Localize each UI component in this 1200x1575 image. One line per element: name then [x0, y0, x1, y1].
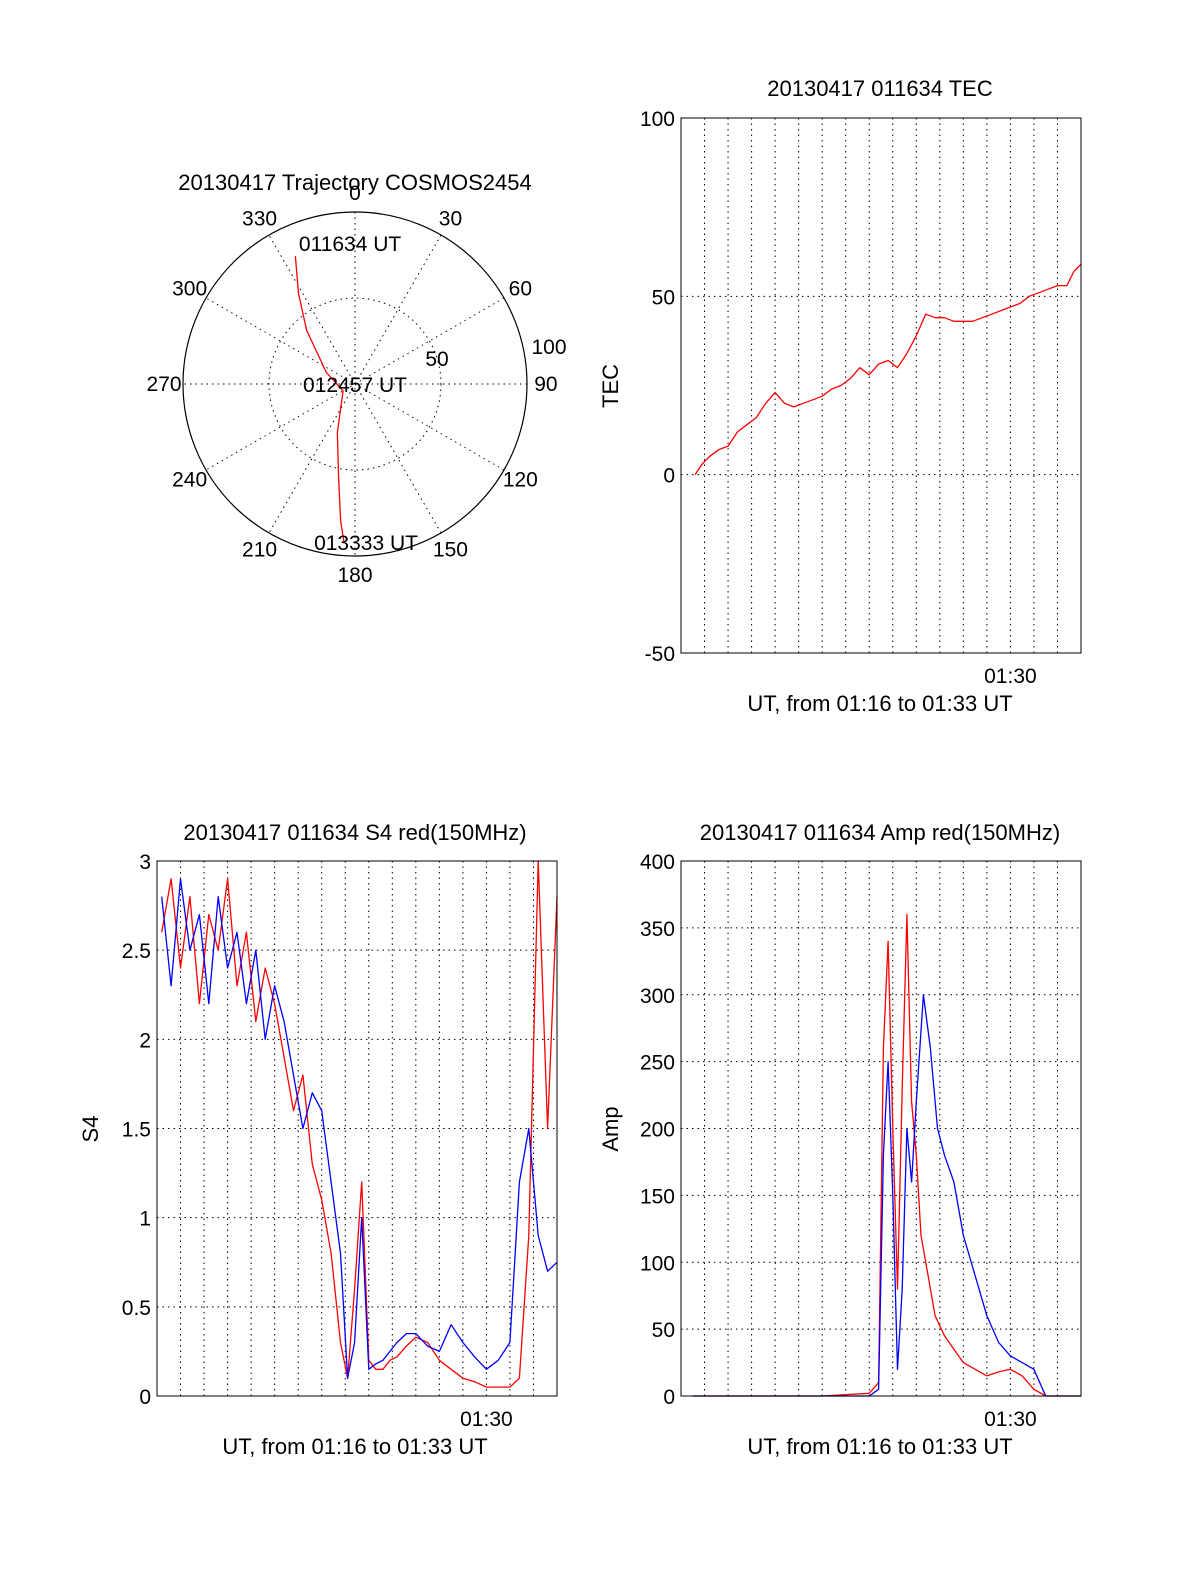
trajectory-line	[294, 256, 345, 542]
polar-angle-label: 30	[439, 208, 462, 231]
trajectory-time-label: 012457 UT	[303, 374, 407, 397]
y-axis-label: S4	[78, 1116, 103, 1143]
x-tick-label: 01:30	[984, 665, 1037, 688]
series-line	[161, 860, 558, 1388]
polar-radial-label: 50	[425, 348, 448, 371]
series-line	[161, 878, 558, 1379]
polar-angle-label: 60	[509, 278, 532, 301]
y-tick-label: 300	[640, 985, 675, 1008]
trajectory-time-label: 013333 UT	[314, 532, 418, 555]
y-tick-label: 100	[640, 108, 675, 131]
polar-angle-label: 150	[433, 538, 468, 561]
y-tick-label: 3	[139, 851, 151, 874]
polar-radial-label: 100	[531, 336, 566, 359]
y-tick-label: 50	[652, 286, 675, 309]
y-tick-label: 1	[139, 1208, 151, 1231]
y-tick-label: 0	[139, 1386, 151, 1409]
polar-angle-label: 240	[172, 468, 207, 491]
y-tick-label: 100	[640, 1252, 675, 1275]
x-axis-label: UT, from 01:16 to 01:33 UT	[747, 691, 1012, 716]
y-tick-label: 400	[640, 851, 675, 874]
y-tick-label: 50	[652, 1319, 675, 1342]
x-tick-label: 01:30	[984, 1408, 1037, 1431]
y-tick-label: 250	[640, 1052, 675, 1075]
x-axis-label: UT, from 01:16 to 01:33 UT	[747, 1434, 1012, 1459]
polar-angle-label: 210	[242, 538, 277, 561]
polar-angle-label: 300	[172, 278, 207, 301]
chart-title: 20130417 011634 Amp red(150MHz)	[700, 820, 1060, 845]
series-line	[692, 994, 1081, 1397]
y-tick-label: 1.5	[122, 1119, 151, 1142]
tec-chart: 20130417 011634 TEC -50 0 50 100 01:30 UT, f…	[598, 76, 1082, 716]
polar-angle-label: 330	[242, 208, 277, 231]
trajectory-time-label: 011634 UT	[299, 233, 402, 256]
chart-title: 20130417 011634 S4 red(150MHz)	[183, 820, 526, 845]
polar-angle-label: 0	[349, 182, 361, 205]
y-tick-label: 150	[640, 1185, 675, 1208]
y-axis-label: TEC	[598, 364, 623, 408]
y-tick-label: -50	[645, 643, 675, 666]
chart-title: 20130417 011634 TEC	[767, 76, 993, 101]
y-tick-label: 0	[663, 465, 675, 488]
polar-angle-label: 270	[147, 373, 182, 396]
s4-chart: 20130417 011634 S4 red(150MHz) 0 0.5 1 1.5 2…	[78, 820, 558, 1459]
y-tick-label: 2.5	[122, 940, 151, 963]
polar-trajectory-chart: 20130417 Trajectory COSMOS2454 0 30 60 90 12…	[147, 170, 567, 587]
y-axis-label: Amp	[598, 1106, 623, 1151]
y-tick-label: 200	[640, 1119, 675, 1142]
polar-grid-ring	[268, 297, 442, 471]
y-tick-label: 0	[663, 1386, 675, 1409]
y-tick-label: 2	[139, 1029, 151, 1052]
y-tick-label: 350	[640, 918, 675, 941]
x-tick-label: 01:30	[460, 1408, 513, 1431]
polar-angle-label: 90	[534, 373, 557, 396]
amp-chart: 20130417 011634 Amp red(150MHz) 0 50 100 15…	[598, 820, 1082, 1459]
polar-angle-label: 120	[503, 468, 538, 491]
series-line	[692, 913, 1081, 1397]
chart-title: 20130417 Trajectory COSMOS2454	[178, 170, 531, 195]
series-line	[694, 263, 1082, 476]
y-tick-label: 0.5	[122, 1297, 151, 1320]
polar-angle-label: 180	[337, 564, 372, 587]
x-axis-label: UT, from 01:16 to 01:33 UT	[222, 1434, 487, 1459]
